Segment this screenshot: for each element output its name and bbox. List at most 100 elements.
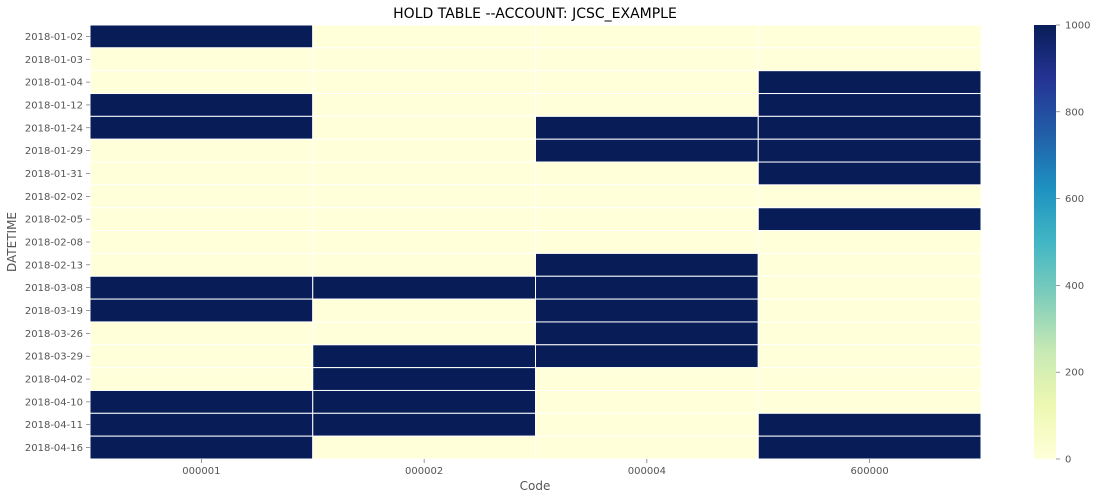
heatmap-cell — [312, 344, 536, 369]
heatmap-cell — [757, 115, 982, 140]
y-axis-label: DATETIME — [5, 212, 19, 272]
colorbar: 0 200 400 600 800 1000 — [1034, 21, 1090, 466]
heatmap-cell — [89, 367, 314, 391]
heatmap-cell — [89, 115, 314, 140]
heatmap-cell — [312, 389, 536, 414]
heatmap-cell — [312, 412, 536, 437]
y-tick-label: 2018-03-29 — [25, 352, 83, 363]
heatmap-cell — [312, 138, 536, 163]
heatmap-cell — [757, 389, 982, 414]
y-tick-label: 2018-03-19 — [25, 306, 83, 317]
heatmap-cell — [535, 298, 759, 323]
heatmap-cell — [89, 138, 314, 163]
heatmap-cell — [312, 161, 536, 186]
y-tick-label: 2018-03-08 — [25, 283, 83, 294]
y-tick-label: 2018-01-29 — [25, 146, 83, 157]
heatmap-cell — [757, 298, 982, 323]
y-tick-label: 2018-02-08 — [25, 238, 83, 249]
heatmap-cell — [757, 230, 982, 254]
heatmap-cell — [312, 275, 536, 300]
heatmap-cell — [535, 184, 759, 209]
colorbar-tick-label: 200 — [1065, 368, 1084, 379]
colorbar-tick-label: 0 — [1065, 455, 1071, 466]
heatmap-cell — [535, 412, 759, 437]
heatmap-cell — [757, 70, 982, 95]
heatmap-cell — [757, 252, 982, 277]
colorbar-tick-label: 400 — [1065, 281, 1084, 292]
y-tick-label: 2018-02-02 — [25, 192, 83, 203]
heatmap-cell — [89, 184, 314, 209]
y-tick-label: 2018-04-02 — [25, 375, 83, 386]
heatmap-cell — [89, 230, 314, 254]
heatmap-cells — [89, 24, 982, 460]
heatmap-cell — [535, 367, 759, 391]
heatmap-cell — [312, 321, 536, 346]
heatmap-cell — [89, 24, 314, 49]
heatmap-cell — [757, 93, 982, 117]
heatmap-cell — [89, 389, 314, 414]
heatmap-cell — [312, 47, 536, 72]
x-tick-label: 600000 — [851, 466, 889, 477]
heatmap-cell — [757, 138, 982, 163]
heatmap-cell — [535, 252, 759, 277]
heatmap-cell — [312, 207, 536, 232]
heatmap-cell — [535, 321, 759, 346]
heatmap-cell — [535, 230, 759, 254]
colorbar-tick-label: 800 — [1065, 107, 1084, 118]
heatmap-cell — [535, 47, 759, 72]
y-tick-label: 2018-02-13 — [25, 260, 83, 271]
heatmap-cell — [535, 161, 759, 186]
heatmap-cell — [757, 275, 982, 300]
heatmap-cell — [89, 344, 314, 369]
heatmap-cell — [312, 252, 536, 277]
heatmap-cell — [312, 435, 536, 460]
heatmap-cell — [535, 435, 759, 460]
heatmap-cell — [535, 70, 759, 95]
x-tick-label: 000002 — [405, 466, 443, 477]
heatmap-cell — [89, 47, 314, 72]
heatmap-cell — [535, 93, 759, 117]
x-tick-labels: 000001 000002 000004 600000 — [182, 459, 889, 477]
heatmap-cell — [89, 252, 314, 277]
heatmap-cell — [89, 435, 314, 460]
heatmap-cell — [312, 184, 536, 209]
heatmap-cell — [89, 275, 314, 300]
y-tick-label: 2018-01-04 — [25, 78, 83, 89]
y-tick-label: 2018-01-03 — [25, 55, 83, 66]
heatmap-cell — [89, 161, 314, 186]
heatmap-cell — [535, 389, 759, 414]
y-tick-labels: 2018-01-02 2018-01-03 2018-01-04 2018-01-12… — [25, 32, 90, 454]
y-tick-label: 2018-01-31 — [25, 169, 83, 180]
colorbar-tick-label: 600 — [1065, 194, 1084, 205]
heatmap-cell — [89, 93, 314, 117]
y-tick-label: 2018-01-24 — [25, 123, 83, 134]
heatmap-cell — [535, 207, 759, 232]
heatmap-cell — [312, 24, 536, 49]
heatmap-cell — [757, 435, 982, 460]
colorbar-tick-label: 1000 — [1065, 21, 1090, 32]
y-tick-label: 2018-04-10 — [25, 397, 83, 408]
y-tick-label: 2018-01-12 — [25, 100, 83, 111]
y-tick-label: 2018-03-26 — [25, 329, 83, 340]
heatmap-cell — [535, 275, 759, 300]
heatmap-cell — [89, 321, 314, 346]
colorbar-gradient — [1034, 25, 1056, 459]
heatmap-cell — [757, 367, 982, 391]
heatmap-cell — [757, 207, 982, 232]
heatmap-cell — [757, 47, 982, 72]
heatmap-cell — [535, 24, 759, 49]
heatmap-cell — [757, 344, 982, 369]
colorbar-ticks: 0 200 400 600 800 1000 — [1056, 21, 1090, 466]
heatmap-cell — [757, 184, 982, 209]
y-tick-label: 2018-04-16 — [25, 443, 83, 454]
y-tick-label: 2018-02-05 — [25, 215, 83, 226]
heatmap-cell — [89, 70, 314, 95]
heatmap-cell — [535, 344, 759, 369]
heatmap-cell — [757, 321, 982, 346]
y-tick-label: 2018-04-11 — [25, 420, 83, 431]
heatmap-cell — [89, 298, 314, 323]
heatmap-cell — [312, 70, 536, 95]
heatmap-cell — [757, 161, 982, 186]
x-tick-label: 000004 — [628, 466, 666, 477]
heatmap-cell — [535, 138, 759, 163]
